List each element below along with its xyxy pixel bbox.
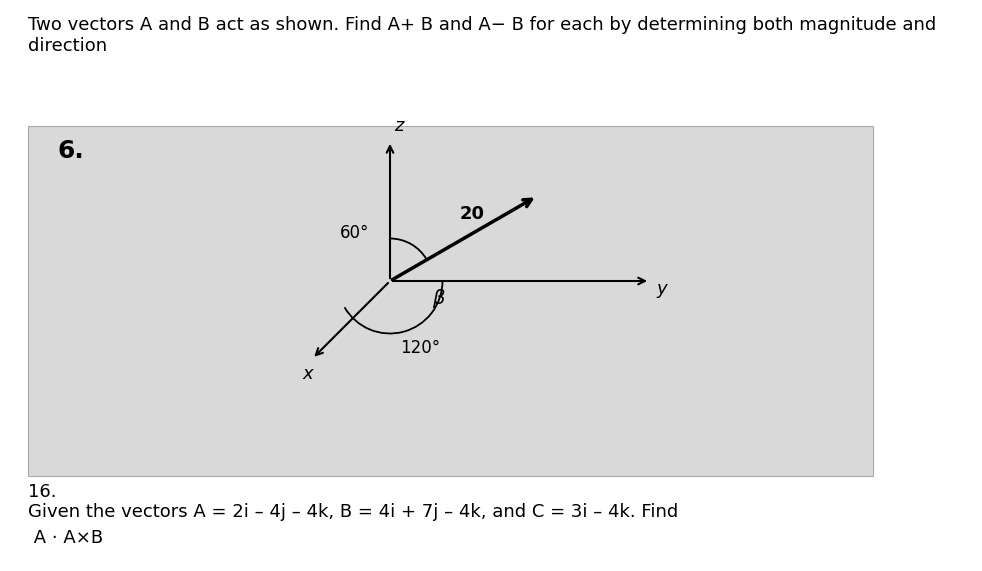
Text: 6.: 6. [58, 139, 84, 163]
Text: z: z [394, 117, 404, 135]
Text: Given the vectors A = 2i – 4j – 4k, B = 4i + 7j – 4k, and C = 3i – 4k. Find: Given the vectors A = 2i – 4j – 4k, B = … [28, 503, 679, 521]
Text: 16.: 16. [28, 483, 57, 501]
Text: 20: 20 [460, 206, 484, 223]
Text: x: x [302, 365, 313, 383]
Text: Two vectors A and B act as shown. Find A+ B and A− B for each by determining bot: Two vectors A and B act as shown. Find A… [28, 16, 936, 55]
Text: 120°: 120° [400, 339, 440, 357]
Text: y: y [656, 280, 667, 298]
Text: 60°: 60° [340, 224, 369, 242]
Text: β: β [432, 289, 445, 308]
Bar [28, 126, 873, 476]
Text: A · A×B: A · A×B [28, 529, 103, 547]
